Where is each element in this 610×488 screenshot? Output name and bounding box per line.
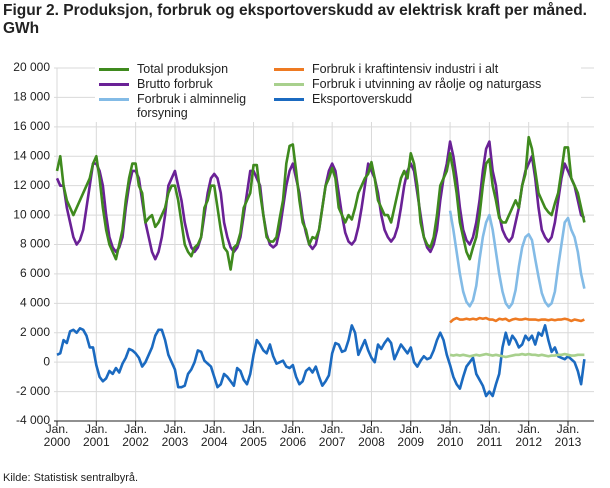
series-line <box>55 135 586 271</box>
legend-label: Eksportoverskudd <box>312 92 413 106</box>
series-line <box>449 316 585 324</box>
legend-item: Forbruk i kraftintensiv industri i alt <box>274 62 574 76</box>
legend-item: Brutto forbruk <box>99 77 274 91</box>
legend-label: Forbruk i kraftintensiv industri i alt <box>312 62 499 76</box>
series-line <box>449 352 585 359</box>
y-tick-label: -4 000 <box>16 413 50 427</box>
y-tick-label: 4 000 <box>20 296 50 310</box>
y-tick-label: 6 000 <box>20 266 50 280</box>
y-tick-label: 0 <box>43 354 50 368</box>
x-tick-label: Jan. 2006 <box>279 422 307 449</box>
x-tick-label: Jan. 2005 <box>240 422 267 449</box>
x-tick-label: Jan. 2002 <box>122 422 149 449</box>
x-tick-label: Jan. 2009 <box>397 422 425 449</box>
x-tick-label: Jan. 2004 <box>200 422 228 449</box>
legend-swatch <box>99 68 129 71</box>
x-tick-label: Jan. 2013 <box>554 422 582 449</box>
source: Kilde: Statistisk sentralbyrå. <box>3 472 139 484</box>
x-tick-label: Jan. 2010 <box>436 422 464 449</box>
y-tick-label: 12 000 <box>13 178 50 192</box>
x-tick-label: Jan. 2003 <box>161 422 189 449</box>
legend-swatch <box>274 68 304 71</box>
series-line <box>448 210 586 310</box>
legend-label: Forbruk i alminnelig forsyning <box>137 92 247 120</box>
legend-swatch <box>99 98 129 101</box>
y-tick-label: 16 000 <box>13 119 50 133</box>
y-tick-label: -2 000 <box>16 384 50 398</box>
chart-title: Figur 2. Produksjon, forbruk og eksporto… <box>3 2 587 37</box>
y-tick-label: 14 000 <box>13 148 50 162</box>
legend-item: Forbruk i alminnelig forsyning <box>99 92 274 120</box>
x-tick-label: Jan. 2011 <box>476 422 503 449</box>
y-tick-label: 20 000 <box>13 60 50 74</box>
legend-swatch <box>274 83 304 86</box>
legend-item: Forbruk i utvinning av råolje og naturga… <box>274 77 574 91</box>
legend-item: Eksportoverskudd <box>274 92 574 120</box>
y-tick-label: 18 000 <box>13 90 50 104</box>
y-tick-label: 2 000 <box>20 325 50 339</box>
x-tick-label: Jan. 2007 <box>318 422 346 449</box>
legend-label: Brutto forbruk <box>137 77 213 91</box>
legend-label: Total produksjon <box>137 62 229 76</box>
x-tick-label: Jan. 2000 <box>43 422 71 449</box>
legend-item: Total produksjon <box>99 62 274 76</box>
x-tick-label: Jan. 2008 <box>358 422 385 449</box>
legend-label: Forbruk i utvinning av råolje og naturga… <box>312 77 542 91</box>
series-line <box>56 324 586 398</box>
legend-swatch <box>274 98 304 101</box>
legend-swatch <box>99 83 129 86</box>
x-tick-label: Jan. 2012 <box>515 422 543 449</box>
y-tick-label: 10 000 <box>13 207 50 221</box>
legend: Total produksjon Forbruk i kraftintensiv … <box>95 60 581 122</box>
y-tick-label: 8 000 <box>20 237 50 251</box>
x-tick-label: Jan. 2001 <box>82 422 110 449</box>
